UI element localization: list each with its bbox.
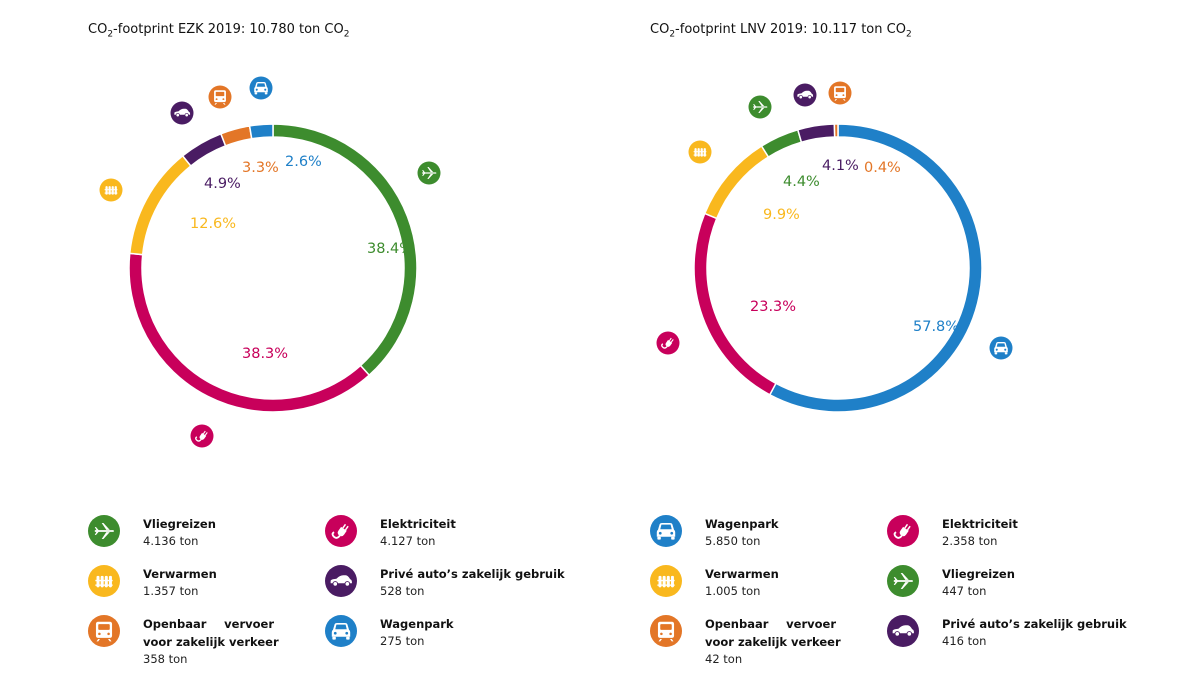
slice-label: 3.3% [242, 160, 279, 176]
radiator-icon [99, 178, 123, 202]
plug-icon [656, 331, 680, 355]
slice-verwarmen [128, 154, 192, 256]
slice-openbaar-vervoer-voor-zakelijk-verkeer [833, 123, 839, 138]
car-front-icon [325, 615, 357, 647]
slice-label: 9.9% [763, 207, 800, 223]
radiator-icon [688, 140, 712, 164]
slice-wagenpark [248, 123, 274, 140]
train-icon [208, 85, 232, 109]
slice-label: 57.8% [913, 319, 959, 335]
legend-label: Vliegreizen [942, 567, 1015, 581]
car-icon [887, 615, 919, 647]
legend-item: Privé auto’s zakelijk gebruik 416 ton [887, 615, 1127, 671]
plane-icon [417, 161, 441, 185]
slice-label: 38.4% [367, 241, 413, 257]
legend-label: Vliegreizen [143, 517, 216, 531]
chart-panel-ezk: CO2-footprint EZK 2019: 10.780 ton CO2 3… [88, 0, 648, 696]
legend-value: 358 ton [143, 652, 188, 666]
slice-vliegreizen [760, 128, 803, 159]
legend-item: Verwarmen 1.357 ton [88, 565, 328, 621]
legend-label: Openbaar vervoer voor zakelijk verkeer [705, 617, 841, 649]
legend-item: Privé auto’s zakelijk gebruik 528 ton [325, 565, 565, 621]
legend-value: 275 ton [380, 634, 425, 648]
slice-label: 2.6% [285, 154, 322, 170]
plane-icon [748, 95, 772, 119]
donut-chart-lnv: 57.8% 23.3% 9.9% 4.4%4.1% 0.4% [656, 81, 1013, 413]
legend-item: Vliegreizen 447 ton [887, 565, 1127, 621]
legend-item: Wagenpark 275 ton [325, 615, 565, 671]
train-icon [650, 615, 682, 647]
legend-item: Verwarmen 1.005 ton [650, 565, 890, 621]
slice-openbaar-vervoer-voor-zakelijk-verkeer [219, 125, 253, 147]
legend-value: 4.136 ton [143, 534, 199, 548]
slice-label: 23.3% [750, 299, 796, 315]
chart-title: CO2-footprint EZK 2019: 10.780 ton CO2 [88, 22, 350, 40]
car-front-icon [650, 515, 682, 547]
legend-label: Privé auto’s zakelijk gebruik [380, 567, 565, 581]
legend-value: 1.005 ton [705, 584, 761, 598]
legend-item: Openbaar vervoer voor zakelijk verkeer 358… [88, 615, 328, 671]
legend-label: Privé auto’s zakelijk gebruik [942, 617, 1127, 631]
legend-value: 1.357 ton [143, 584, 199, 598]
legend-item: Openbaar vervoer voor zakelijk verkeer 42 … [650, 615, 890, 671]
legend-value: 5.850 ton [705, 534, 761, 548]
donut-chart-ezk: 38.4% 38.3% 12.6% 4.9%3.3% 2.6% [99, 76, 441, 448]
car-icon [325, 565, 357, 597]
legend-label: Wagenpark [705, 517, 779, 531]
slice-verwarmen [703, 144, 770, 220]
slice-label: 4.1% [822, 158, 859, 174]
legend-label: Verwarmen [143, 567, 217, 581]
slice-priv-auto-s-zakelijk-gebruik [181, 132, 227, 168]
slice-label: 12.6% [190, 216, 236, 232]
legend-value: 4.127 ton [380, 534, 436, 548]
slice-label: 38.3% [242, 346, 288, 362]
legend-label: Elektriciteit [380, 517, 456, 531]
chart-panel-lnv: CO2-footprint LNV 2019: 10.117 ton CO2 5… [650, 0, 1197, 696]
legend-label: Elektriciteit [942, 517, 1018, 531]
legend-label: Wagenpark [380, 617, 454, 631]
legend-value: 447 ton [942, 584, 987, 598]
legend-value: 2.358 ton [942, 534, 998, 548]
car-icon [170, 101, 194, 125]
plug-icon [325, 515, 357, 547]
slice-label: 0.4% [864, 160, 901, 176]
slice-priv-auto-s-zakelijk-gebruik [796, 123, 836, 144]
radiator-icon [88, 565, 120, 597]
legend-label: Verwarmen [705, 567, 779, 581]
legend-value: 42 ton [705, 652, 743, 666]
car-front-icon [989, 336, 1013, 360]
slice-label: 4.9% [204, 176, 241, 192]
legend-item: Wagenpark 5.850 ton [650, 515, 890, 571]
chart-title: CO2-footprint LNV 2019: 10.117 ton CO2 [650, 22, 912, 40]
plane-icon [88, 515, 120, 547]
train-icon [88, 615, 120, 647]
slice-elektriciteit [128, 252, 371, 413]
legend-label: Openbaar vervoer voor zakelijk verkeer [143, 617, 279, 649]
plug-icon [190, 424, 214, 448]
slice-label: 4.4% [783, 174, 820, 190]
car-icon [793, 83, 817, 107]
train-icon [828, 81, 852, 105]
plug-icon [887, 515, 919, 547]
legend-value: 528 ton [380, 584, 425, 598]
legend-item: Elektriciteit 2.358 ton [887, 515, 1127, 571]
legend-item: Vliegreizen 4.136 ton [88, 515, 328, 571]
radiator-icon [650, 565, 682, 597]
legend-item: Elektriciteit 4.127 ton [325, 515, 565, 571]
legend-value: 416 ton [942, 634, 987, 648]
plane-icon [887, 565, 919, 597]
car-front-icon [249, 76, 273, 100]
